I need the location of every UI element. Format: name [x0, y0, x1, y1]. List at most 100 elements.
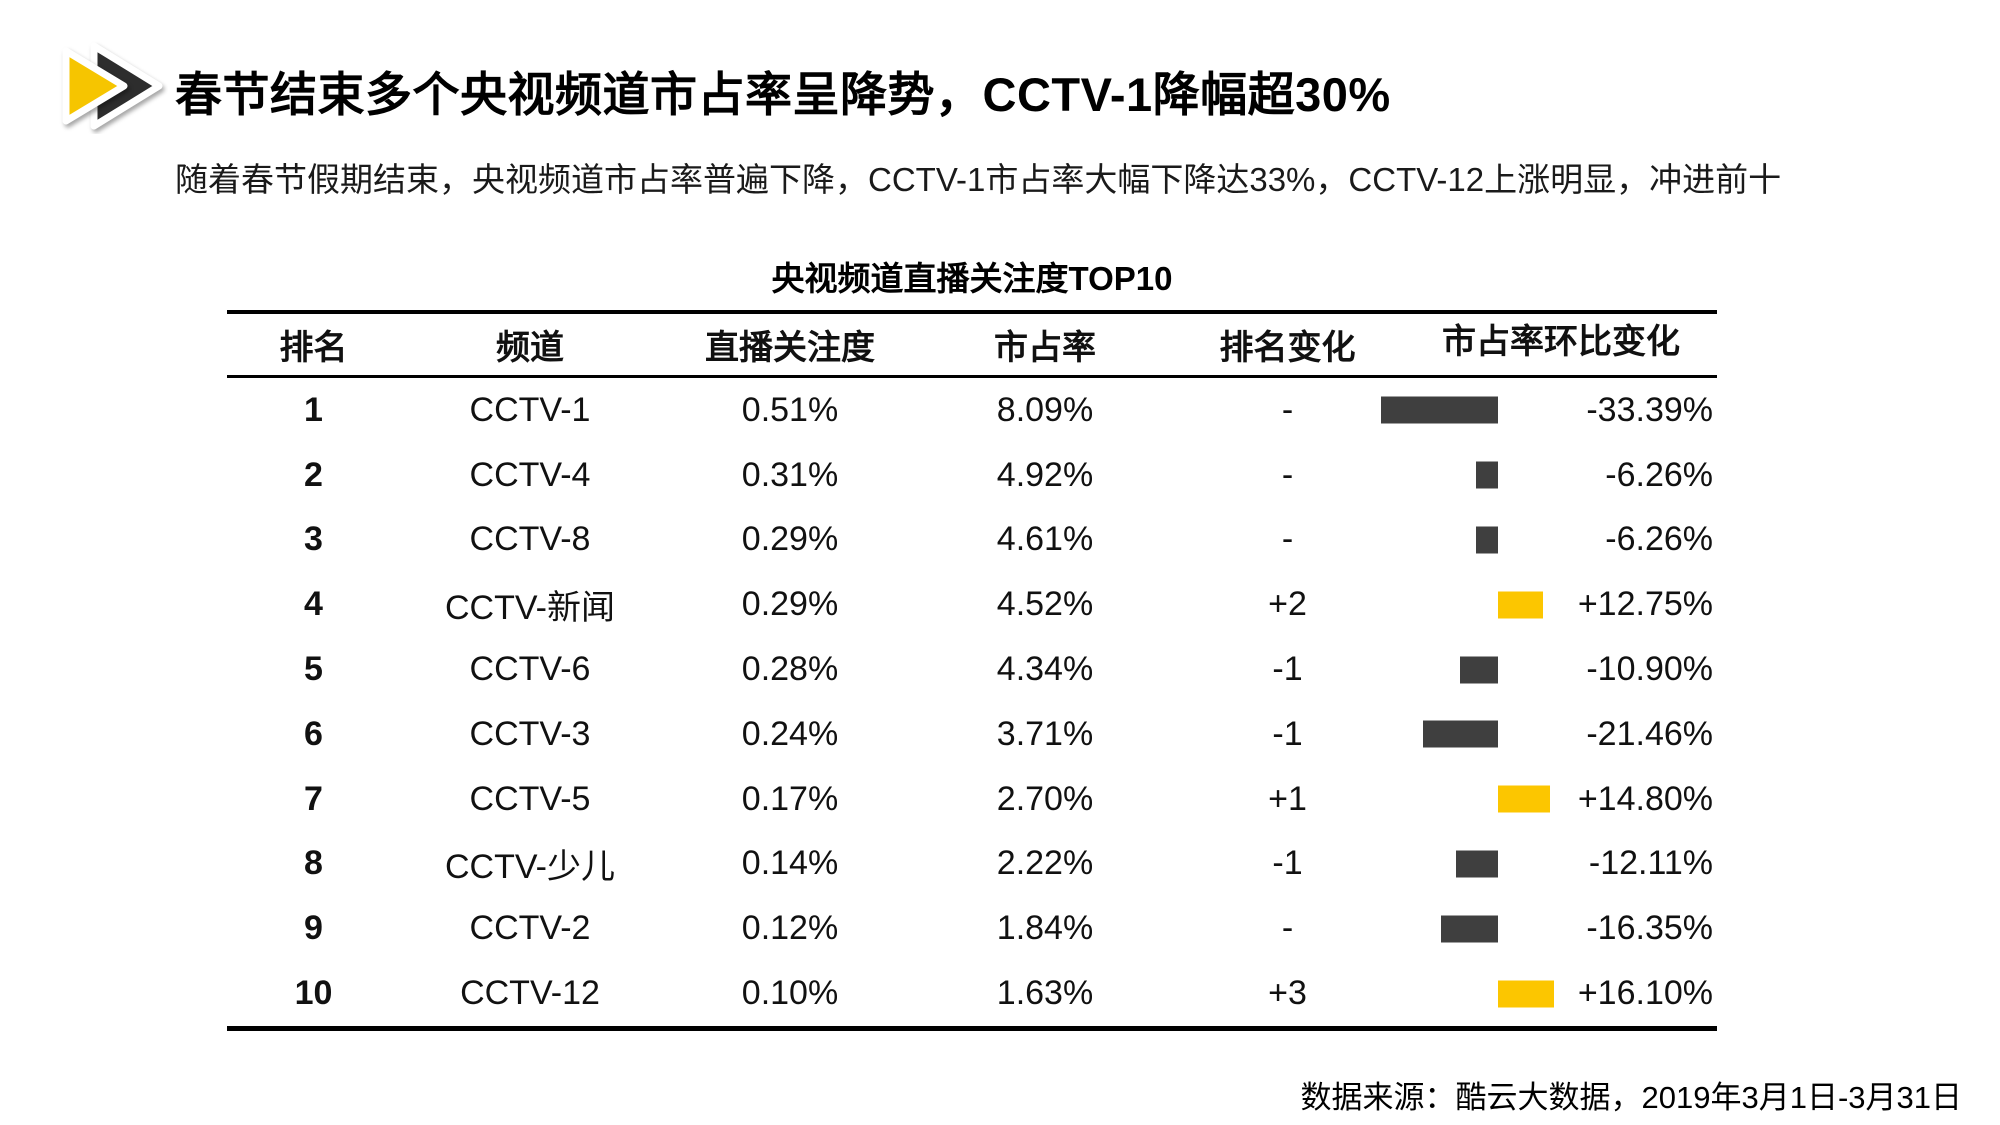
table-row: 6 CCTV-3 0.24% 3.71% -1 -21.46%	[227, 702, 1717, 767]
rank-change-cell: -1	[1272, 714, 1303, 753]
attention-cell: 0.14%	[741, 844, 839, 883]
rank-change-cell: -1	[1272, 650, 1303, 689]
rank-change-cell: -	[1281, 390, 1294, 429]
table-row: 10 CCTV-12 0.10% 1.63% +3 +16.10%	[227, 961, 1717, 1026]
rank-change-cell: -	[1281, 909, 1294, 948]
change-bar	[1498, 980, 1555, 1008]
ranking-table: 排名 频道 直播关注度 市占率 排名变化 市占率环比变化 1 CCTV-1 0.…	[227, 310, 1717, 1031]
change-label: -10.90%	[1586, 650, 1713, 689]
change-bar	[1381, 396, 1498, 424]
table-row: 7 CCTV-5 0.17% 2.70% +1 +14.80%	[227, 767, 1717, 832]
change-bar	[1455, 850, 1498, 878]
page-subtitle: 随着春节假期结束，央视频道市占率普遍下降，CCTV-1市占率大幅下降达33%，C…	[175, 161, 1782, 198]
channel-cell: CCTV-8	[469, 520, 591, 559]
table-title: 央视频道直播关注度TOP10	[771, 260, 1173, 297]
change-label: -6.26%	[1605, 520, 1713, 559]
arrow-front-triangle	[62, 47, 128, 125]
rank-change-cell: -	[1281, 520, 1294, 559]
rank-cell: 1	[304, 390, 323, 429]
channel-cell: CCTV-4	[469, 455, 591, 494]
share-change-cell: -10.90%	[1405, 637, 1717, 702]
share-cell: 2.70%	[996, 779, 1094, 818]
channel-cell: CCTV-新闻	[445, 589, 615, 628]
share-change-cell: +16.10%	[1405, 961, 1717, 1026]
table-row: 9 CCTV-2 0.12% 1.84% - -16.35%	[227, 896, 1717, 961]
table-row: 4 CCTV-新闻 0.29% 4.52% +2 +12.75%	[227, 572, 1717, 637]
share-change-cell: -6.26%	[1405, 508, 1717, 573]
change-bar	[1498, 591, 1543, 619]
col-header-share-change: 市占率环比变化	[1442, 323, 1680, 361]
col-header-channel: 频道	[496, 329, 564, 367]
channel-cell: CCTV-1	[469, 390, 591, 429]
channel-cell: CCTV-少儿	[445, 848, 615, 887]
rank-cell: 4	[304, 585, 323, 624]
share-change-cell: -12.11%	[1405, 832, 1717, 897]
share-cell: 4.61%	[996, 520, 1094, 559]
rank-change-cell: -1	[1272, 844, 1303, 883]
col-header-rank: 排名	[279, 329, 348, 367]
attention-cell: 0.12%	[741, 909, 839, 948]
col-header-rank-change: 排名变化	[1219, 329, 1356, 367]
change-label: -33.39%	[1586, 390, 1713, 429]
rank-cell: 2	[304, 455, 323, 494]
channel-cell: CCTV-6	[469, 650, 591, 689]
attention-cell: 0.29%	[741, 585, 839, 624]
share-change-cell: -16.35%	[1405, 896, 1717, 961]
table-header-row: 排名 频道 直播关注度 市占率 排名变化 市占率环比变化	[227, 314, 1717, 378]
change-label: -12.11%	[1588, 844, 1713, 883]
change-bar	[1476, 526, 1498, 554]
rank-cell: 8	[304, 844, 323, 883]
page-title: 春节结束多个央视频道市占率呈降势，CCTV-1降幅超30%	[175, 68, 1391, 121]
col-header-share: 市占率	[994, 329, 1096, 367]
change-bar	[1498, 785, 1550, 813]
share-cell: 3.71%	[996, 714, 1094, 753]
share-change-cell: +14.80%	[1405, 767, 1717, 832]
data-source-note: 数据来源：酷云大数据，2019年3月1日-3月31日	[1300, 1080, 1963, 1115]
share-cell: 4.92%	[996, 455, 1094, 494]
share-cell: 4.52%	[996, 585, 1094, 624]
attention-cell: 0.51%	[741, 390, 839, 429]
share-cell: 1.84%	[996, 909, 1094, 948]
double-right-arrow-icon	[62, 42, 163, 130]
channel-cell: CCTV-5	[469, 779, 591, 818]
channel-cell: CCTV-12	[460, 974, 600, 1013]
attention-cell: 0.28%	[741, 650, 839, 689]
change-label: +12.75%	[1577, 585, 1713, 624]
table-body: 1 CCTV-1 0.51% 8.09% - -33.39% 2 CCTV-4 …	[227, 378, 1717, 1031]
change-label: +14.80%	[1577, 779, 1713, 818]
share-change-cell: -33.39%	[1381, 378, 1717, 443]
rank-cell: 3	[304, 520, 323, 559]
share-cell: 4.34%	[996, 650, 1094, 689]
table-row: 5 CCTV-6 0.28% 4.34% -1 -10.90%	[227, 637, 1717, 702]
change-bar	[1440, 915, 1498, 943]
channel-cell: CCTV-2	[469, 909, 591, 948]
attention-cell: 0.24%	[741, 714, 839, 753]
share-cell: 1.63%	[996, 974, 1094, 1013]
attention-cell: 0.17%	[741, 779, 839, 818]
attention-cell: 0.31%	[741, 455, 839, 494]
share-change-cell: +12.75%	[1405, 572, 1717, 637]
change-bar	[1476, 461, 1498, 489]
table-row: 1 CCTV-1 0.51% 8.09% - -33.39%	[227, 378, 1717, 443]
rank-change-cell: +1	[1268, 779, 1307, 818]
change-bar	[1422, 720, 1498, 748]
rank-cell: 5	[304, 650, 323, 689]
rank-change-cell: +3	[1268, 974, 1307, 1013]
channel-cell: CCTV-3	[469, 714, 591, 753]
share-change-cell: -6.26%	[1405, 443, 1717, 508]
rank-cell: 6	[304, 714, 323, 753]
change-label: -21.46%	[1586, 714, 1713, 753]
change-bar	[1459, 656, 1498, 684]
rank-change-cell: -	[1281, 455, 1294, 494]
col-header-attention: 直播关注度	[705, 329, 875, 367]
table-row: 3 CCTV-8 0.29% 4.61% - -6.26%	[227, 508, 1717, 573]
attention-cell: 0.10%	[741, 974, 839, 1013]
share-cell: 8.09%	[996, 390, 1094, 429]
change-label: +16.10%	[1577, 974, 1713, 1013]
rank-cell: 7	[304, 779, 323, 818]
share-change-cell: -21.46%	[1405, 702, 1717, 767]
rank-change-cell: +2	[1268, 585, 1307, 624]
table-row: 8 CCTV-少儿 0.14% 2.22% -1 -12.11%	[227, 832, 1717, 897]
table-row: 2 CCTV-4 0.31% 4.92% - -6.26%	[227, 443, 1717, 508]
